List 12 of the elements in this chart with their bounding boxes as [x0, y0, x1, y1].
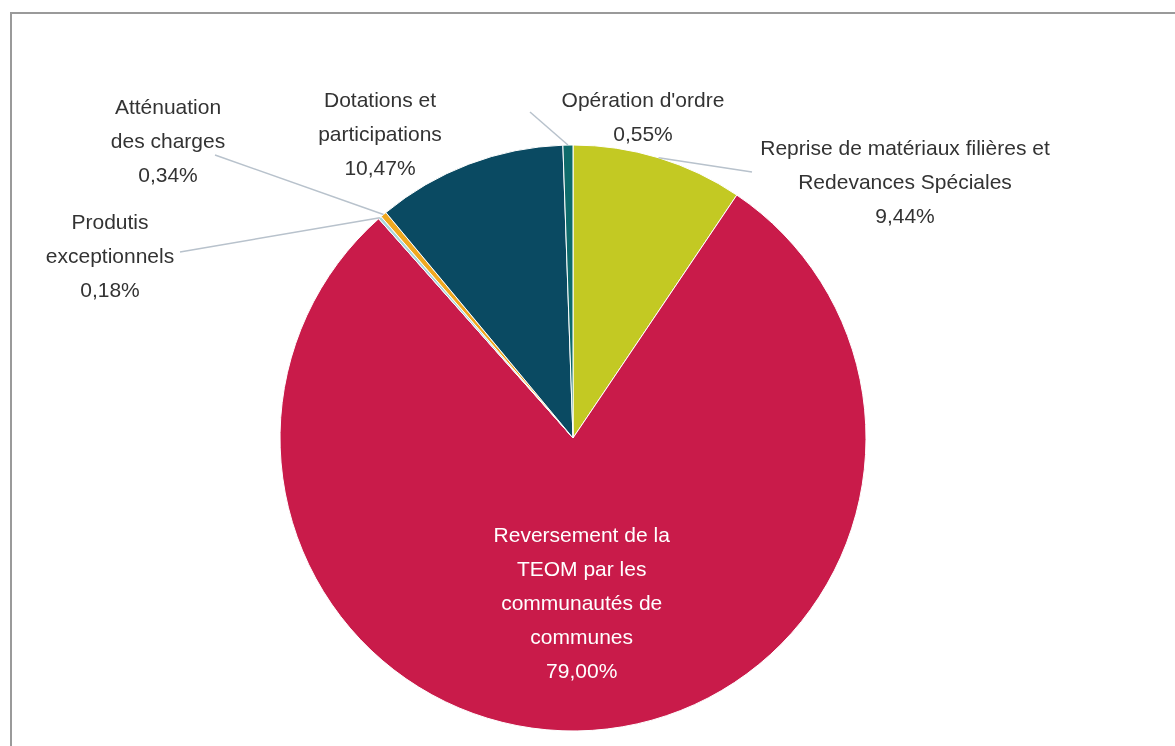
slice-label: Atténuation des charges — [110, 95, 226, 152]
slice-label: Reprise de matériaux filières et Redevances Spéciales — [760, 136, 1050, 193]
data-label: 79,00% — [546, 658, 618, 682]
data-label: 0,18% — [80, 278, 140, 301]
data-label: 0,34% — [138, 163, 198, 186]
data-label: 0,55% — [613, 122, 673, 145]
slice-label: Dotations et participations — [318, 88, 442, 145]
data-label: 9,44% — [875, 204, 935, 227]
slice-label: Opération d'ordre — [561, 88, 725, 111]
slice-label: Reversement de la TEOM par les communautés de communes — [493, 522, 671, 648]
slice-label: Produtis exceptionnels — [45, 210, 175, 267]
data-label: 10,47% — [344, 156, 416, 179]
